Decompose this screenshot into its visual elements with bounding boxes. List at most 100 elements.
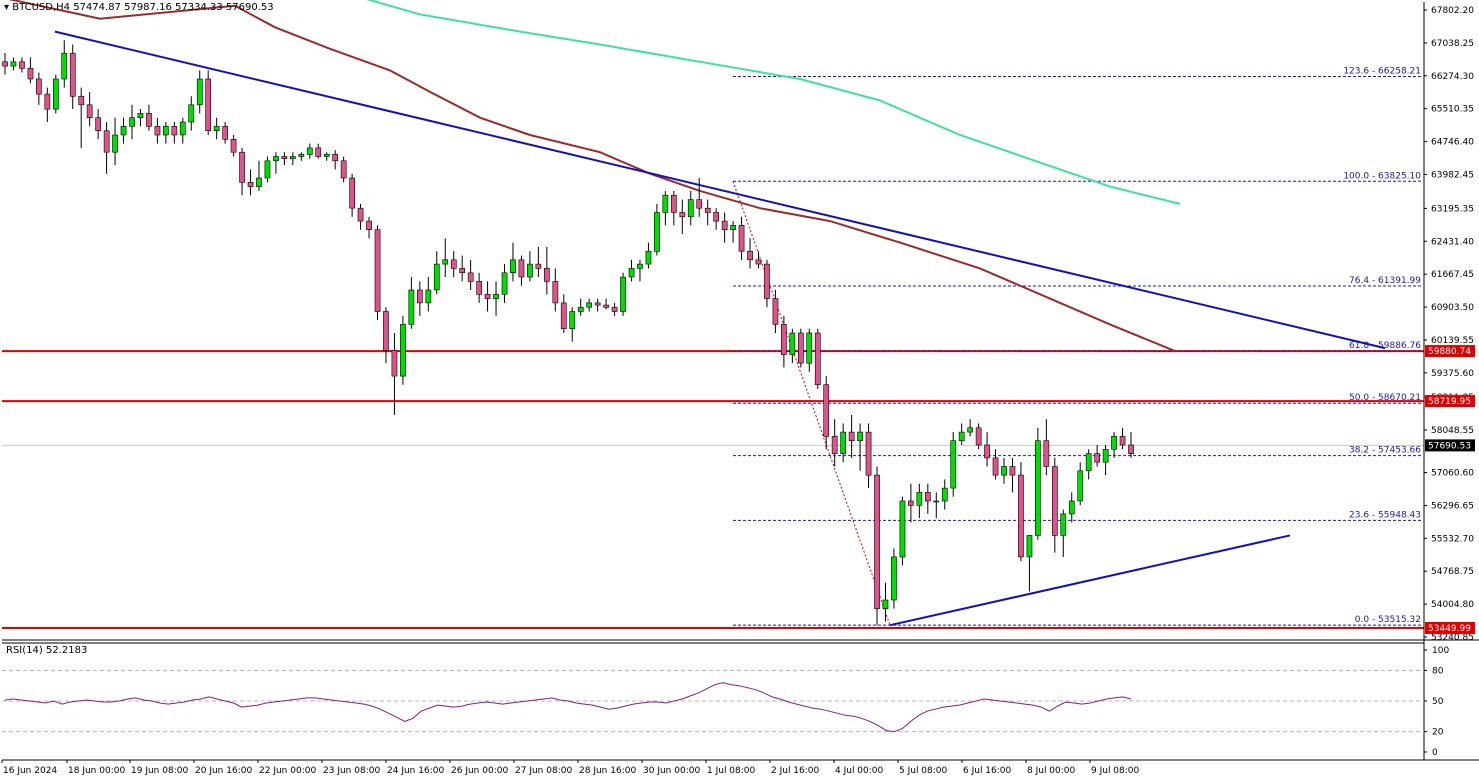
bearish-candle-body	[704, 207, 711, 213]
bearish-candle-body	[146, 113, 152, 127]
time-axis-label: 30 Jun 00:00	[643, 766, 700, 776]
time-axis-label: 27 Jun 08:00	[515, 766, 572, 776]
price-axis-label: 61667.45	[1431, 270, 1474, 280]
candle	[1052, 457, 1058, 553]
bullish-candle-body	[527, 263, 533, 278]
price-tag-label: 53449.99	[1428, 624, 1471, 634]
candle	[603, 298, 609, 310]
bearish-candle-body	[2, 61, 8, 67]
candle	[112, 117, 118, 166]
bearish-candle-body	[780, 324, 787, 355]
bullish-candle-body	[408, 289, 415, 325]
bearish-candle-body	[467, 272, 474, 282]
candle	[27, 57, 34, 84]
bearish-candle-body	[814, 332, 821, 386]
bearish-candle-body	[103, 130, 110, 153]
bullish-candle-body	[323, 154, 330, 157]
candle	[19, 57, 25, 73]
bearish-candle-body	[713, 212, 719, 222]
bearish-candle-body	[315, 147, 322, 157]
candle	[264, 156, 271, 183]
candle	[831, 419, 838, 467]
price-axis-label: 60903.50	[1431, 303, 1474, 313]
time-axis-label: 1 Jul 08:00	[707, 766, 756, 776]
slow-moving-average-line	[366, 0, 1181, 205]
candle	[577, 298, 584, 316]
candle	[1035, 427, 1041, 540]
candle	[569, 307, 576, 342]
bearish-candle-body	[560, 302, 567, 329]
candle	[738, 216, 745, 260]
bullish-candle-body	[129, 117, 135, 127]
candle	[69, 44, 76, 110]
bullish-candle-body	[256, 177, 262, 187]
candle	[289, 152, 296, 166]
bullish-candle-body	[298, 154, 305, 157]
candle	[857, 423, 863, 471]
bearish-candle-body	[696, 199, 703, 209]
candle	[992, 449, 999, 480]
price-axis-label: 60139.55	[1431, 336, 1474, 346]
bullish-candle-body	[645, 250, 652, 265]
bearish-candle-body	[975, 427, 982, 446]
rsi-axis-label: 20	[1432, 728, 1444, 738]
bullish-candle-body	[273, 156, 279, 162]
candle	[383, 307, 389, 364]
candle	[366, 216, 372, 239]
bearish-candle-body	[35, 78, 42, 95]
bullish-candle-body	[662, 194, 669, 213]
candle	[814, 328, 821, 390]
fib-level-label: 100.0 - 63825.10	[1343, 171, 1421, 181]
candle	[493, 281, 499, 316]
bearish-candle-body	[357, 207, 364, 222]
bearish-candle-body	[78, 95, 85, 106]
price-axis-label: 63982.45	[1431, 170, 1474, 180]
time-axis-label: 9 Jul 08:00	[1091, 766, 1140, 776]
bearish-candle-body	[247, 182, 254, 187]
price-axis-label: 67038.25	[1431, 39, 1474, 49]
symbol-label: BTCUSD,H4	[12, 2, 71, 13]
bearish-candle-body	[95, 117, 101, 131]
bearish-candle-body	[340, 160, 347, 179]
bearish-candle-body	[1018, 474, 1024, 558]
bearish-candle-body	[239, 151, 245, 183]
rsi-label: RSI(14) 52.2183	[6, 645, 88, 656]
bearish-candle-body	[1052, 466, 1058, 536]
bullish-candle-body	[1026, 535, 1033, 558]
time-axis-label: 26 Jun 00:00	[451, 766, 508, 776]
candle	[476, 272, 483, 303]
rsi-axis-label: 100	[1432, 646, 1449, 656]
bullish-candle-body	[196, 78, 203, 106]
time-axis-label: 5 Jul 08:00	[899, 766, 948, 776]
bearish-candle-body	[1128, 444, 1134, 454]
candle	[35, 72, 42, 105]
candle	[230, 134, 237, 157]
candle	[907, 483, 914, 523]
candle	[442, 238, 449, 278]
bullish-candle-body	[916, 492, 923, 506]
candle	[10, 57, 17, 71]
candle	[357, 203, 364, 230]
bullish-candle-body	[806, 332, 813, 364]
candle	[298, 152, 305, 161]
bullish-candle-body	[730, 225, 736, 230]
time-axis-label: 2 Jul 16:00	[771, 766, 820, 776]
candle	[780, 315, 787, 368]
candle	[467, 259, 474, 290]
candle	[958, 423, 965, 445]
fib-level-label: 23.6 - 55948.43	[1349, 510, 1421, 520]
price-tag-label: 59880.74	[1428, 347, 1471, 357]
candle	[501, 264, 508, 303]
candle	[823, 376, 830, 450]
candle	[1043, 419, 1050, 476]
dropdown-arrow-icon[interactable]: ▾	[4, 2, 10, 13]
candle	[772, 289, 779, 334]
bearish-candle-body	[670, 194, 677, 213]
bearish-candle-body	[535, 263, 542, 269]
time-axis-label: 19 Jun 08:00	[131, 766, 188, 776]
price-tag-label: 57690.53	[1428, 441, 1471, 451]
candle	[696, 178, 703, 217]
bearish-candle-body	[205, 78, 212, 132]
